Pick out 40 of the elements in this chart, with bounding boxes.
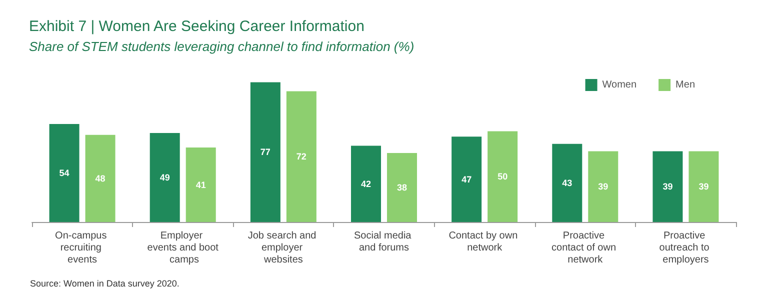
bar (652, 151, 683, 222)
bar (186, 148, 216, 222)
bar (286, 91, 316, 222)
data-label: 47 (462, 174, 472, 184)
bar (387, 153, 417, 222)
x-tick-label: Employer events and boot camps (147, 230, 219, 266)
x-tick-label: Proactive outreach to employers (659, 230, 712, 266)
bar (351, 146, 381, 222)
data-label: 39 (698, 182, 709, 192)
x-tick-label: Proactive contact of own network (552, 230, 619, 266)
chart-title: Exhibit 7 | Women Are Seeking Career Information (29, 18, 364, 35)
bar (688, 151, 719, 222)
legend-label: Men (676, 80, 695, 90)
x-tick-label: On-campus recruiting events (55, 230, 110, 266)
bar (49, 124, 80, 222)
bar (85, 134, 116, 222)
bar (552, 144, 582, 222)
data-label: 38 (396, 182, 408, 193)
x-tick-label: Contact by own network (448, 230, 520, 254)
legend-label: Women (602, 80, 637, 90)
chart-subtitle: Share of STEM students leveraging channel to find information (%) (29, 39, 414, 54)
bar (150, 133, 180, 222)
data-label: 72 (296, 152, 306, 162)
bar (588, 151, 618, 222)
x-tick-label: Social media and forums (354, 230, 414, 254)
data-label: 49 (160, 172, 170, 183)
bar (452, 136, 482, 222)
x-tick-label: Job search and employer websites (248, 230, 320, 266)
bar (250, 82, 280, 222)
data-label: 77 (260, 147, 270, 158)
data-label: 39 (662, 182, 673, 192)
data-label: 54 (59, 168, 70, 178)
data-label: 43 (562, 178, 572, 188)
data-label: 48 (95, 173, 106, 184)
data-label: 50 (498, 172, 508, 182)
bar (488, 131, 518, 222)
data-label: 41 (196, 180, 206, 190)
source-note: Source: Women in Data survey 2020. (30, 278, 180, 288)
data-label: 42 (360, 178, 372, 189)
data-label: 39 (598, 182, 608, 192)
